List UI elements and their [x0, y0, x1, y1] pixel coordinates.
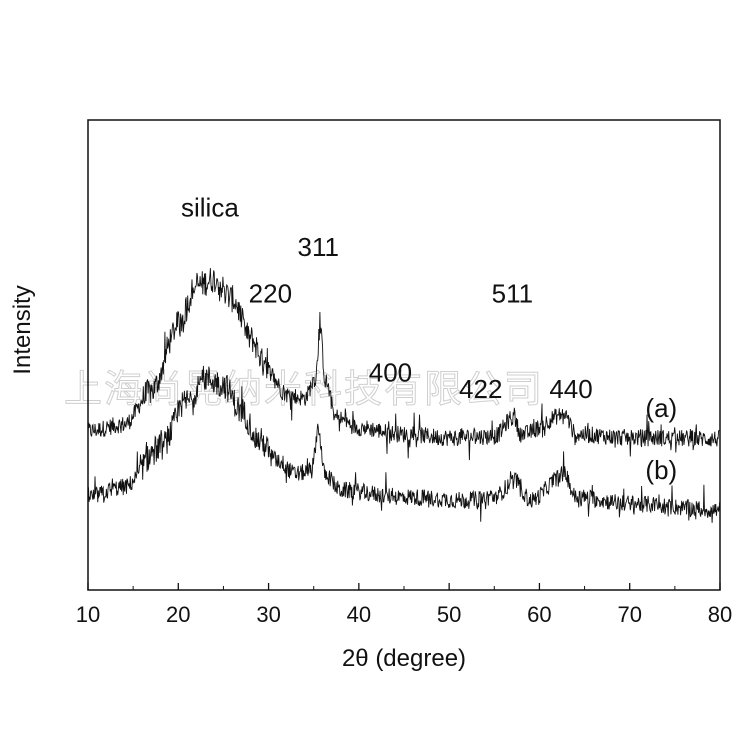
series-label-a: (a)	[645, 393, 677, 423]
x-tick-label-20: 20	[166, 602, 190, 627]
peak-label-422: 422	[459, 374, 502, 404]
plot-frame	[87, 119, 721, 591]
plot-layer	[87, 268, 721, 523]
peak-label-440: 440	[549, 374, 592, 404]
x-tick-label-50: 50	[437, 602, 461, 627]
peak-label-400: 400	[369, 358, 412, 388]
peak-label-silica: silica	[181, 193, 239, 223]
x-tick-label-60: 60	[527, 602, 551, 627]
series-label-b: (b)	[645, 455, 677, 485]
peak-label-311: 311	[298, 232, 339, 262]
x-tick-label-70: 70	[617, 602, 641, 627]
y-axis-title: Intensity	[9, 285, 36, 374]
peak-label-220: 220	[249, 278, 292, 308]
x-tick-label-30: 30	[256, 602, 280, 627]
peak-label-511: 511	[492, 278, 533, 308]
series-line-a	[87, 268, 720, 461]
x-axis: 10 20 30 40 50 60 70 80	[76, 583, 732, 627]
x-axis-title: 2θ (degree)	[342, 645, 466, 672]
series-line-b	[87, 365, 721, 523]
x-tick-label-40: 40	[347, 602, 371, 627]
x-tick-label-10: 10	[76, 602, 100, 627]
x-tick-label-80: 80	[708, 602, 732, 627]
